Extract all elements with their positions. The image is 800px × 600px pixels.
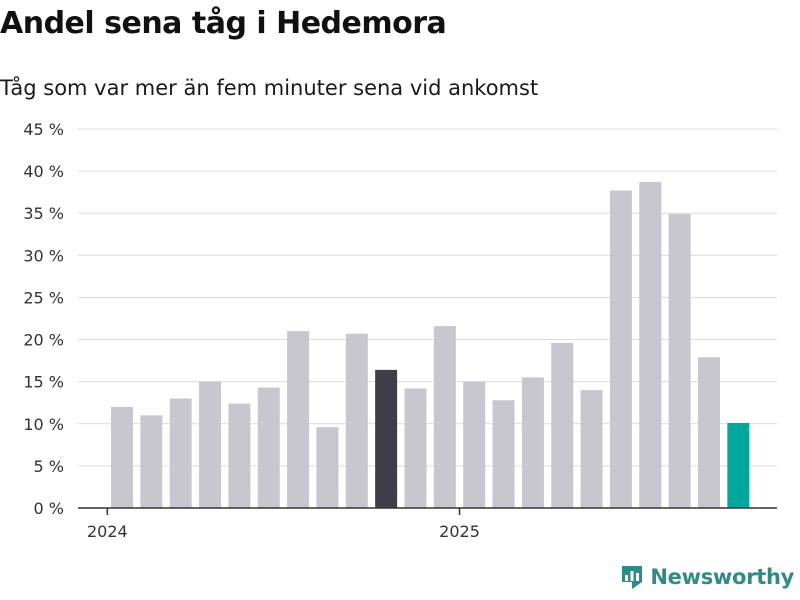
bar: [727, 422, 750, 508]
bar: [404, 388, 427, 508]
bar: [639, 182, 662, 508]
chart-subtitle: Tåg som var mer än fem minuter sena vid …: [0, 76, 539, 100]
bar: [551, 342, 574, 508]
y-tick-label: 30 %: [23, 246, 64, 265]
bar: [521, 377, 544, 508]
bar: [580, 390, 603, 508]
bar: [609, 190, 632, 508]
y-tick-label: 35 %: [23, 204, 64, 223]
y-tick-label: 5 %: [34, 457, 64, 476]
brand-name: Newsworthy: [650, 565, 794, 589]
bar: [316, 427, 339, 508]
bar: [169, 398, 192, 508]
bar: [257, 387, 280, 508]
bar: [433, 326, 456, 508]
bar: [345, 333, 368, 508]
chart-title: Andel sena tåg i Hedemora: [0, 6, 447, 41]
bar: [140, 415, 163, 508]
y-tick-label: 10 %: [23, 415, 64, 434]
brand-logo: Newsworthy: [620, 564, 794, 590]
bar: [492, 400, 515, 508]
bar: [228, 403, 251, 508]
x-tick-label: 2024: [87, 522, 128, 541]
bar: [287, 331, 310, 508]
y-tick-label: 0 %: [34, 499, 64, 518]
y-tick-label: 45 %: [23, 120, 64, 139]
y-tick-label: 20 %: [23, 331, 64, 350]
newsworthy-logo-icon: [622, 566, 643, 589]
bar: [199, 381, 222, 508]
x-tick-label: 2025: [439, 522, 480, 541]
y-tick-label: 25 %: [23, 288, 64, 307]
bar: [375, 369, 398, 508]
bar: [463, 381, 486, 508]
bar: [668, 214, 691, 508]
y-tick-label: 40 %: [23, 162, 64, 181]
bar: [111, 406, 133, 508]
bar: [698, 357, 720, 508]
y-tick-label: 15 %: [23, 373, 64, 392]
